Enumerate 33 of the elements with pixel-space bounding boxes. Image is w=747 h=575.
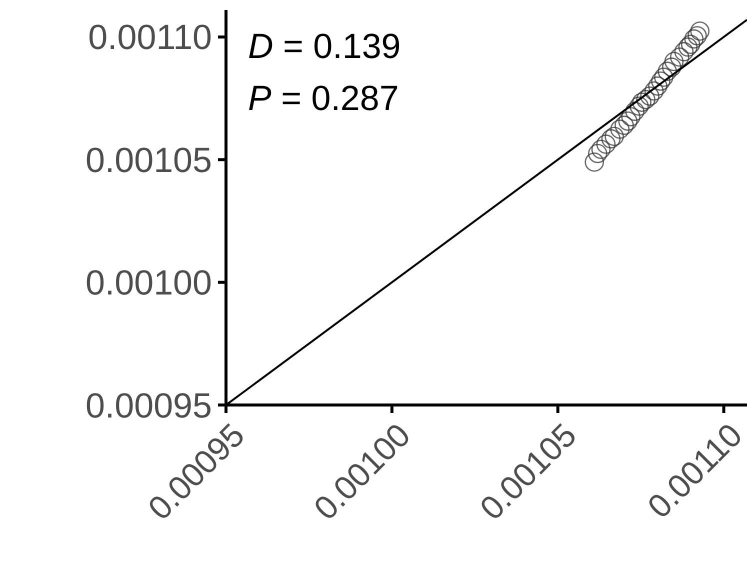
y-tick-label: 0.00095: [85, 386, 212, 426]
point: [684, 29, 704, 49]
point: [618, 111, 638, 131]
point: [658, 62, 678, 81]
point: [664, 52, 684, 72]
point: [648, 76, 668, 96]
point: [674, 42, 694, 62]
point: [596, 134, 616, 154]
point: [610, 120, 630, 139]
point: [690, 21, 710, 41]
point: [621, 107, 641, 126]
y-tick-label: 0.00100: [85, 264, 212, 303]
point: [625, 102, 644, 121]
point: [588, 144, 608, 164]
point: [614, 116, 634, 135]
point: [591, 140, 611, 160]
y-tick-label: 0.00110: [88, 18, 212, 58]
point: [662, 58, 682, 77]
point: [688, 26, 707, 46]
point: [630, 96, 649, 116]
point: [584, 152, 604, 172]
point: [601, 129, 621, 148]
point: [640, 86, 660, 106]
point: [632, 92, 652, 112]
point: [654, 68, 674, 87]
annotation: D = 0.139: [248, 27, 401, 66]
point: [644, 81, 664, 101]
point: [651, 72, 670, 91]
point: [636, 90, 656, 110]
annotation: P = 0.287: [248, 79, 399, 118]
point: [604, 126, 624, 146]
y-tick-label: 0.00105: [85, 140, 212, 180]
point: [670, 47, 690, 67]
